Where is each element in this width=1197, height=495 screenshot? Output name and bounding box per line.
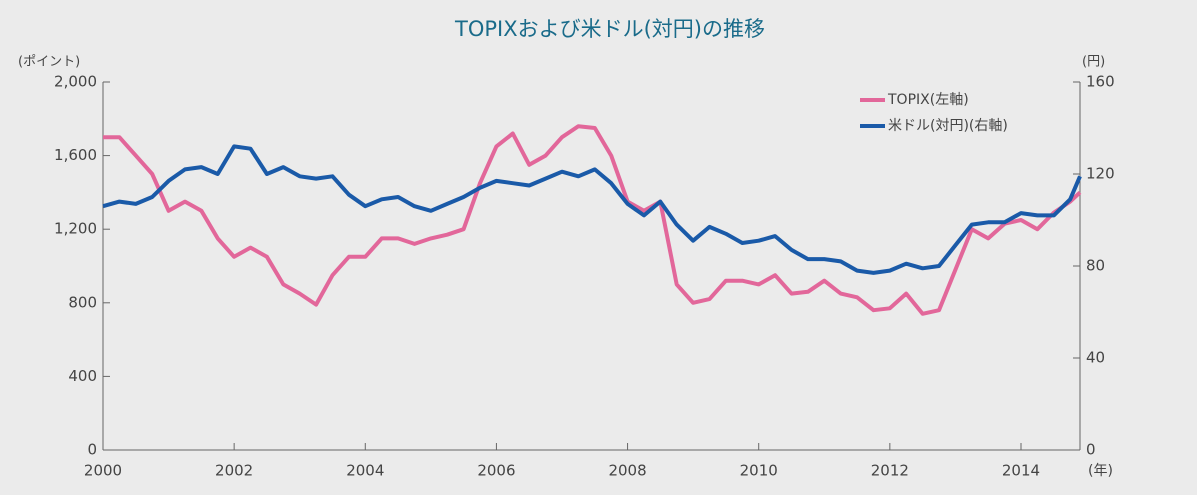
y2-tick-label: 0	[1086, 441, 1096, 459]
y-tick-label: 2,000	[54, 73, 97, 91]
x-axis-label: (年)	[1088, 463, 1113, 479]
y-tick-label: 0	[87, 441, 97, 459]
legend-label: TOPIX(左軸)	[887, 92, 969, 108]
y-tick-label: 1,200	[54, 220, 97, 238]
series-line	[103, 124, 1082, 316]
x-tick-label: 2002	[215, 462, 253, 480]
y2-tick-label: 40	[1086, 349, 1105, 367]
y-tick-label: 400	[68, 367, 97, 385]
y2-tick-label: 160	[1086, 73, 1115, 91]
x-tick-label: 2008	[608, 462, 646, 480]
x-tick-label: 2012	[871, 462, 909, 480]
y2-axis-label: (円)	[1082, 55, 1105, 70]
series-line	[102, 144, 1082, 275]
x-tick-label: 2014	[1002, 462, 1040, 480]
x-tick-label: 2000	[84, 462, 122, 480]
x-tick-label: 2004	[346, 462, 384, 480]
y-tick-label: 800	[68, 293, 97, 311]
x-tick-label: 2006	[477, 462, 515, 480]
y2-tick-label: 120	[1086, 165, 1115, 183]
chart-title: TOPIXおよび米ドル(対円)の推移	[454, 17, 765, 41]
y-axis-label: (ポイント)	[18, 55, 80, 70]
y-tick-label: 1,600	[54, 146, 97, 164]
y2-tick-label: 80	[1086, 257, 1105, 275]
legend-label: 米ドル(対円)(右軸)	[888, 118, 1008, 134]
x-tick-label: 2010	[740, 462, 778, 480]
